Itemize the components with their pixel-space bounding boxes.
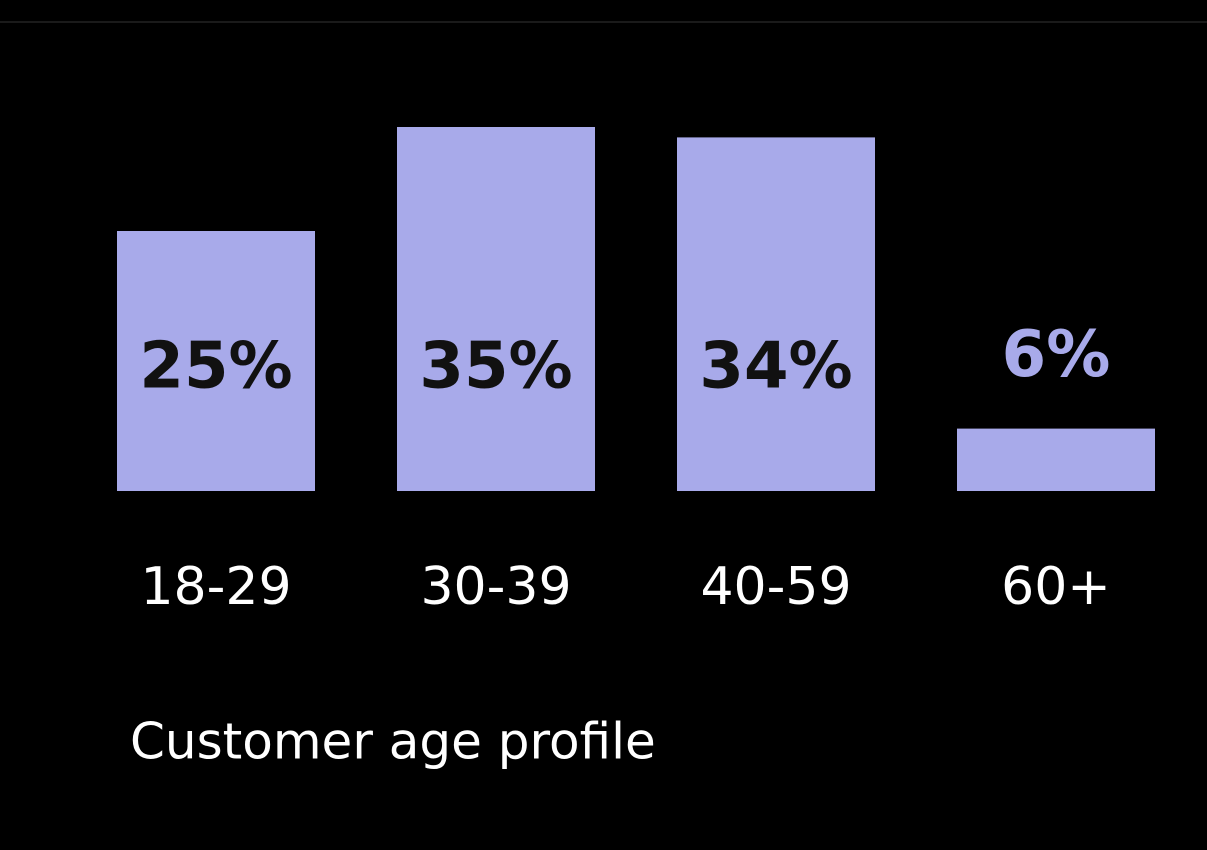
value-label: 25%: [139, 330, 292, 404]
value-label: 34%: [699, 330, 852, 404]
bar: [117, 231, 315, 491]
x-tick-label: 30-39: [420, 557, 571, 617]
x-tick-label: 18-29: [140, 557, 291, 617]
bar: [677, 137, 875, 491]
value-label: 6%: [1002, 318, 1111, 392]
value-label: 35%: [419, 330, 572, 404]
x-tick-label: 40-59: [700, 557, 851, 617]
bar: [397, 127, 595, 491]
bar: [957, 428, 1155, 491]
chart-title: Customer age profile: [130, 713, 656, 771]
x-tick-label: 60+: [1001, 557, 1111, 617]
